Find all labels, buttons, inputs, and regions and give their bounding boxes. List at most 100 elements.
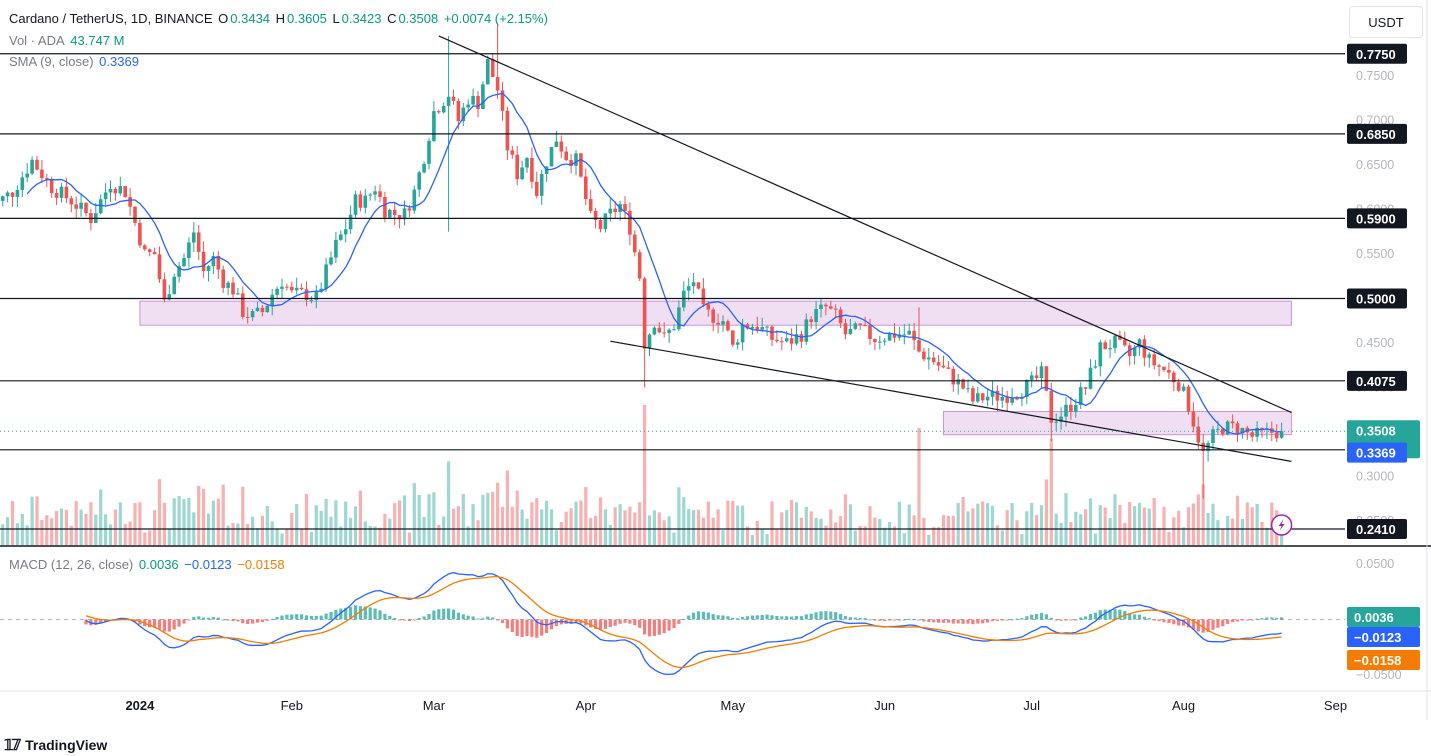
macd-hist-bar: [1186, 619, 1191, 628]
candle-body: [211, 256, 216, 267]
macd-hist-bar: [917, 619, 921, 621]
macd-hist-bar: [1250, 619, 1254, 621]
volume-bar: [848, 504, 852, 545]
candle-body: [789, 338, 794, 344]
volume-bar: [236, 523, 240, 545]
candle-body: [1147, 354, 1152, 358]
candle-body: [1123, 339, 1127, 346]
tradingview-logo[interactable]: 𝟙𝟟 TradingView: [4, 736, 107, 754]
volume-bar: [510, 506, 514, 545]
candle-body: [1225, 421, 1230, 435]
macd-hist-bar: [368, 607, 372, 620]
sma-price-label: 0.3369: [1356, 446, 1396, 461]
macd-hist-bar: [226, 619, 230, 621]
volume-bar: [221, 484, 225, 545]
candle-body: [1039, 366, 1044, 379]
volume-bar: [843, 494, 848, 545]
macd-hist-bar: [721, 615, 725, 620]
candle-body: [1211, 429, 1215, 443]
candle-body: [383, 196, 387, 218]
candle-body: [1108, 348, 1112, 350]
candle-body: [64, 186, 69, 199]
trendline: [610, 340, 1292, 462]
volume-bar: [378, 527, 382, 545]
candle-body: [147, 249, 152, 253]
volume-bar: [202, 488, 206, 545]
macd-signal-value: −0.0158: [237, 557, 285, 572]
volume-bar: [491, 491, 495, 545]
candle-body: [961, 379, 965, 389]
candle-body: [1098, 342, 1103, 367]
macd-hist-bar: [378, 610, 382, 620]
macd-hist-bar: [569, 619, 573, 624]
candle-body: [549, 146, 554, 167]
candle-body: [0, 196, 5, 201]
candle-body: [79, 202, 83, 209]
candle-body: [691, 282, 696, 287]
macd-hist-bar: [990, 619, 995, 622]
volume-bar: [628, 506, 632, 545]
volume-bar: [799, 517, 803, 545]
x-tick-label: 2024: [125, 698, 155, 713]
macd-hist-bar: [1044, 614, 1048, 620]
macd-hist-bar: [1103, 609, 1107, 620]
macd-hist-bar: [172, 619, 176, 630]
macd-hist-bar: [672, 619, 676, 629]
volume-bar: [1231, 518, 1235, 545]
macd-hist-bar: [1010, 619, 1014, 621]
candle-body: [182, 257, 186, 267]
candle-body: [922, 351, 926, 360]
volume-bars: [1, 405, 1284, 545]
currency-button[interactable]: USDT: [1349, 6, 1423, 38]
macd-hist-bar: [667, 619, 671, 631]
candle-body: [1157, 365, 1161, 367]
volume-bar: [500, 506, 505, 545]
candle-body: [20, 177, 25, 190]
candle-body: [143, 245, 147, 250]
volume-bar: [1039, 505, 1044, 545]
candle-body: [495, 76, 500, 91]
volume-bar: [344, 501, 348, 545]
macd-hist-bar: [1059, 619, 1063, 621]
volume-bar: [99, 489, 103, 545]
volume-bar: [888, 522, 892, 545]
candle-body: [535, 181, 539, 196]
y-tick-label: 0.7500: [1356, 69, 1394, 83]
y-tick-label: 0.3000: [1356, 470, 1394, 484]
volume-bar: [226, 525, 230, 545]
candle-body: [1260, 427, 1264, 430]
macd-hist-bar: [1137, 614, 1142, 620]
volume-bar: [349, 517, 353, 545]
candle-body: [466, 104, 470, 108]
sma-value: 0.3369: [99, 54, 139, 69]
volume-bar: [1260, 521, 1264, 545]
candle-body: [446, 96, 451, 106]
candle-body: [824, 304, 828, 307]
macd-hist-bar: [412, 619, 416, 621]
y-tick-label: 0.6500: [1356, 158, 1394, 172]
candle-body: [152, 252, 157, 255]
macd-hist-bar: [373, 608, 377, 620]
candle-body: [1235, 423, 1240, 434]
macd-hist-bar: [961, 619, 965, 624]
volume-bar: [1093, 533, 1097, 545]
volume-bar: [442, 516, 446, 545]
volume-bar: [525, 518, 529, 545]
macd-hist-bar: [736, 618, 740, 620]
macd-hist-bar: [1280, 617, 1284, 620]
candle-body: [701, 288, 706, 305]
volume-bar: [995, 525, 999, 545]
macd-hist-bar: [726, 616, 730, 620]
macd-hist-bar: [402, 619, 407, 621]
candle-body: [324, 264, 328, 289]
macd-hist-bar: [285, 614, 289, 620]
macd-hist-bar: [471, 616, 475, 620]
volume-bar: [1142, 507, 1146, 545]
candle-body: [637, 252, 642, 279]
candle-body: [686, 286, 691, 291]
candle-body: [1196, 426, 1201, 443]
volume-bar: [1137, 502, 1142, 545]
volume-bar: [148, 530, 152, 545]
volume-bar: [946, 515, 950, 545]
